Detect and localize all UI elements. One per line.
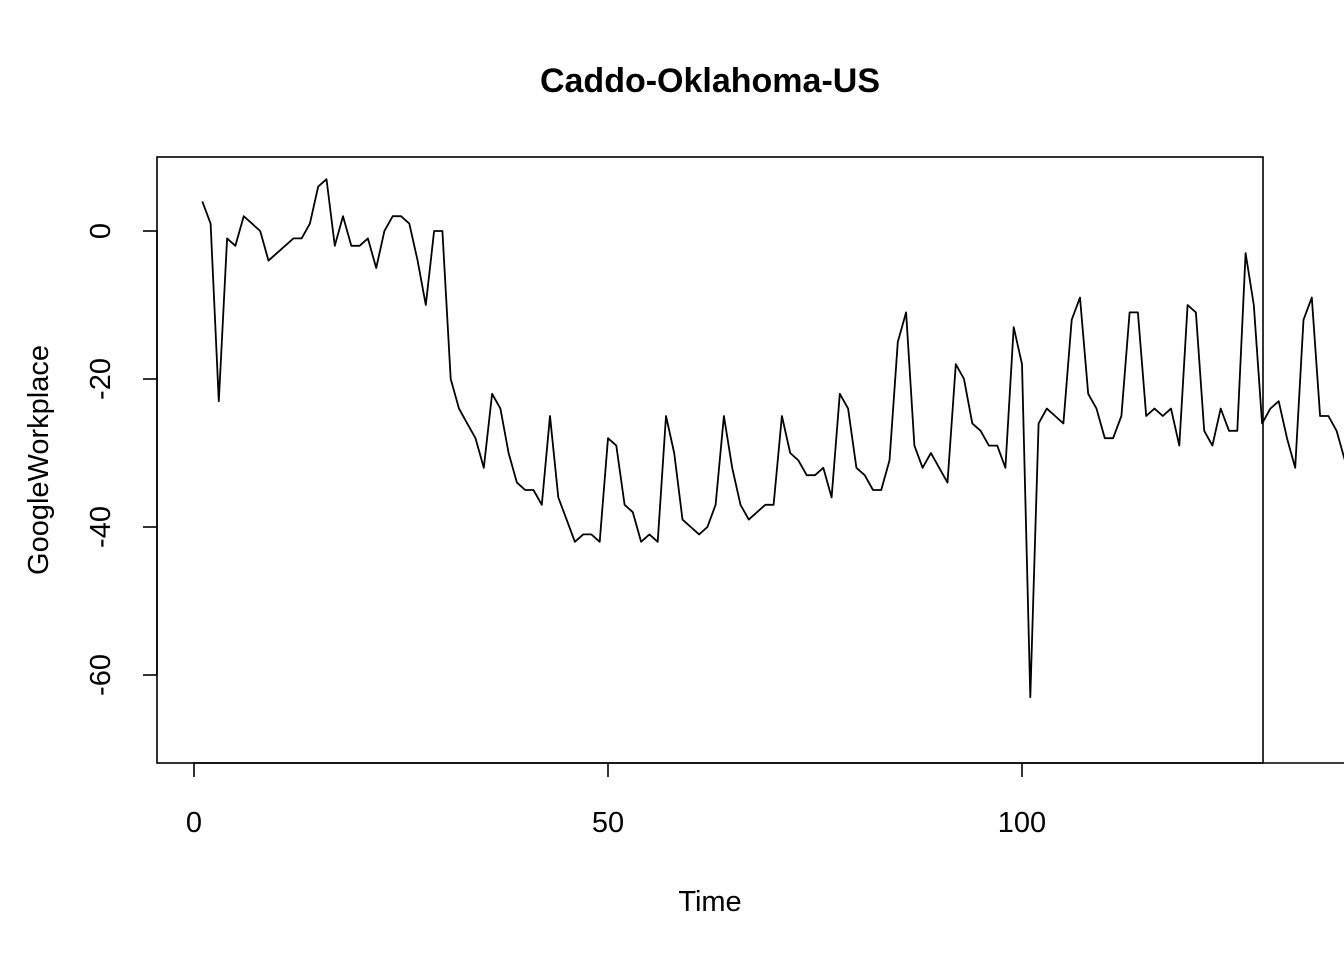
- y-axis: 0 -20 -40 -60: [85, 223, 158, 696]
- x-tick-label-0: 0: [186, 807, 202, 839]
- x-axis: 050100150200250: [186, 762, 1344, 839]
- y-tick-label--20: -20: [85, 358, 117, 400]
- y-tick-label--60: -60: [85, 654, 117, 696]
- y-tick-label--40: -40: [85, 506, 117, 548]
- x-tick-label-100: 100: [998, 807, 1046, 839]
- y-tick-label-0: 0: [85, 223, 117, 239]
- plot-frame: [156, 156, 1264, 764]
- chart-title: Caddo-Oklahoma-US: [540, 62, 880, 100]
- series-line: [201, 178, 1344, 699]
- y-axis-label: GoogleWorkplace: [23, 345, 55, 575]
- x-tick-label-50: 50: [592, 807, 624, 839]
- x-axis-label: Time: [678, 886, 741, 918]
